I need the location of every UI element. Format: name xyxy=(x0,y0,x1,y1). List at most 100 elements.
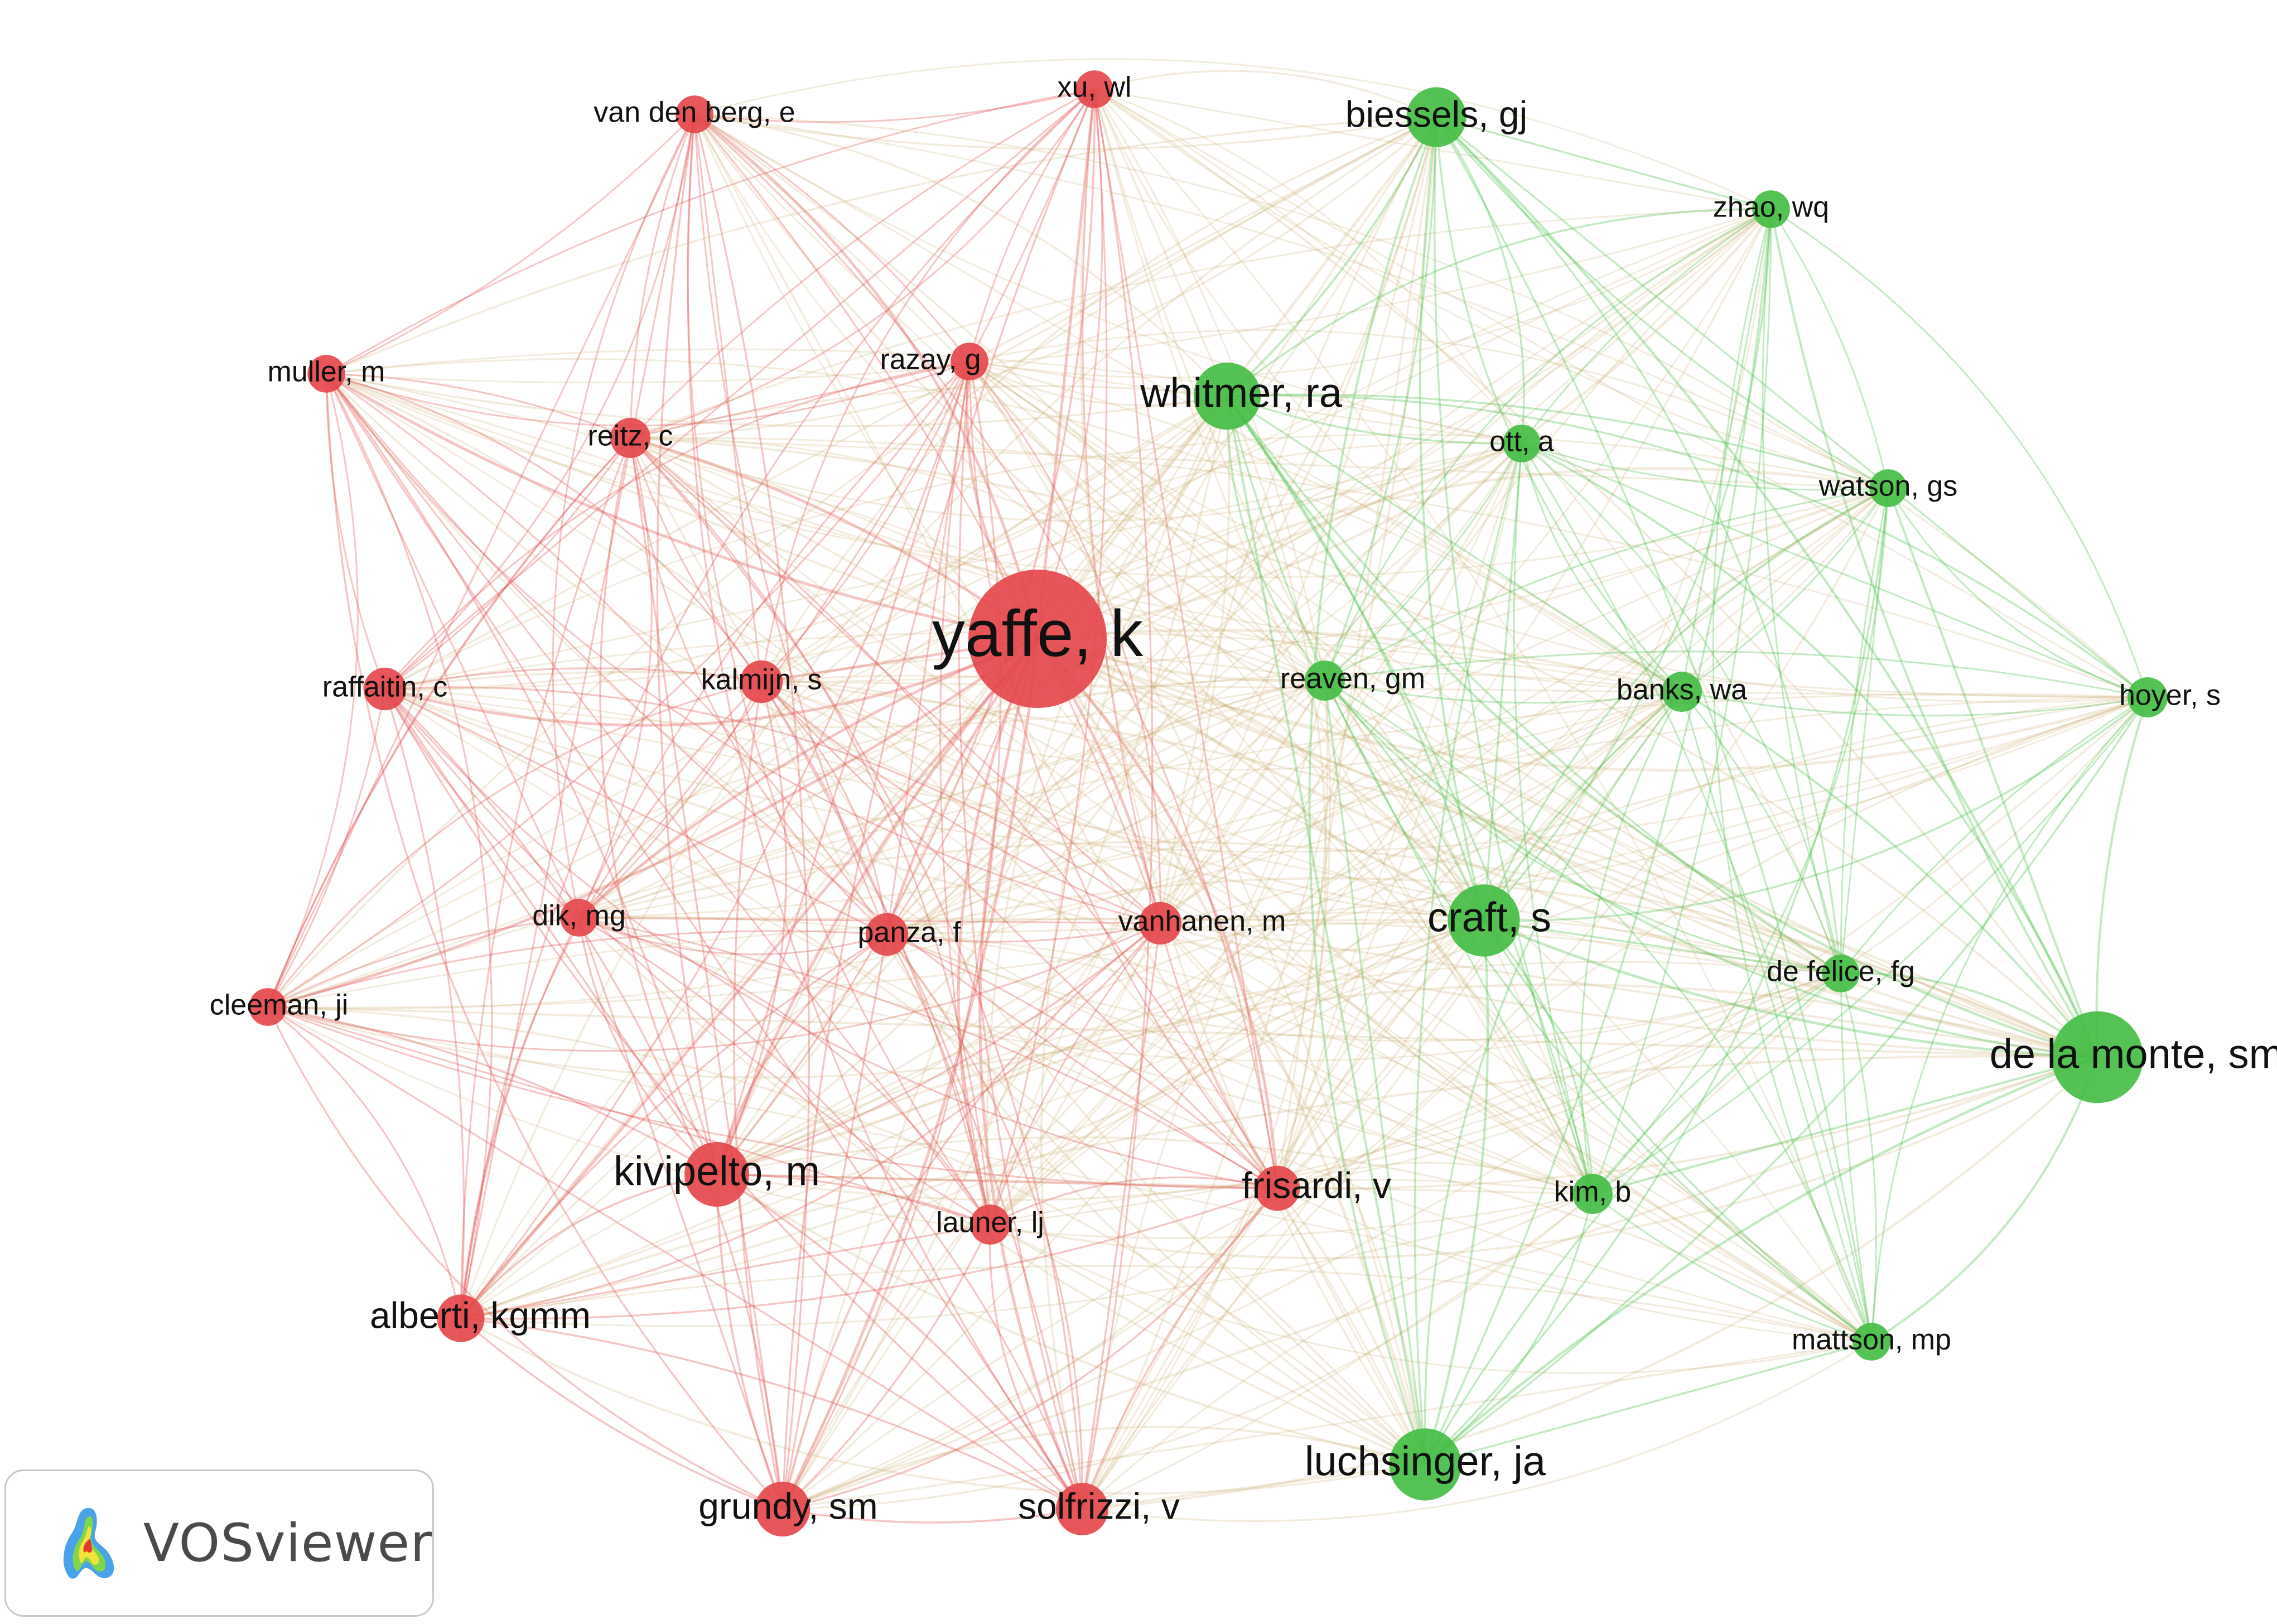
network-edge xyxy=(267,361,971,1008)
node-craft[interactable] xyxy=(1448,884,1520,957)
network-edge xyxy=(1277,1056,2098,1190)
network-edge xyxy=(990,1176,1278,1226)
network-edge xyxy=(1521,443,1682,693)
network-edge xyxy=(760,681,1279,1189)
network-edge xyxy=(578,917,1593,1195)
node-grundy[interactable] xyxy=(755,1481,811,1537)
node-whitmer[interactable] xyxy=(1193,362,1261,430)
network-edge xyxy=(694,113,1228,397)
node-label-reitz: reitz, c xyxy=(587,420,673,452)
network-edge xyxy=(599,437,718,1175)
network-edge xyxy=(384,671,1484,922)
network-edge xyxy=(978,638,1084,1510)
network-edge xyxy=(325,373,580,918)
network-edge xyxy=(1040,396,1228,1510)
node-panza[interactable] xyxy=(865,913,909,956)
network-edge xyxy=(656,114,718,1175)
node-razay[interactable] xyxy=(951,343,988,380)
network-edge xyxy=(384,442,1522,690)
network-edge xyxy=(716,691,1683,1175)
network-edge xyxy=(326,348,1522,445)
network-edge xyxy=(1081,117,1437,1510)
network-edge xyxy=(578,208,1772,919)
node-kim[interactable] xyxy=(1572,1174,1613,1214)
network-edge xyxy=(761,681,2148,698)
network-edge xyxy=(1681,691,1873,1342)
network-edge xyxy=(1226,396,1327,1189)
network-edge xyxy=(1770,209,2098,1058)
node-muller[interactable] xyxy=(307,355,345,393)
network-edge xyxy=(1435,117,1873,1342)
network-edge xyxy=(1324,680,1682,704)
network-edge xyxy=(1840,973,1878,1342)
network-edge xyxy=(460,933,887,1319)
node-vandenberg[interactable] xyxy=(676,95,713,133)
network-edge xyxy=(782,1425,1426,1510)
network-edge xyxy=(326,373,2098,1058)
network-edge xyxy=(629,437,1083,1510)
node-reaven[interactable] xyxy=(1305,661,1345,701)
network-edge xyxy=(267,688,386,1008)
network-edge xyxy=(1037,637,1485,922)
network-edge xyxy=(1081,443,1523,1510)
network-edge xyxy=(1324,680,1426,1465)
network-edge xyxy=(1093,89,1594,1194)
node-solfrizzi[interactable] xyxy=(1056,1483,1108,1535)
network-edge xyxy=(781,209,1772,1510)
vosviewer-logo-icon xyxy=(63,1507,114,1579)
network-edge xyxy=(716,681,788,1175)
network-edge xyxy=(1424,691,1683,1465)
network-edge xyxy=(693,113,1485,922)
network-edge xyxy=(325,373,1278,1189)
network-edge xyxy=(326,373,763,682)
network-edge xyxy=(326,373,888,935)
node-label-watson: watson, gs xyxy=(1818,470,1958,503)
node-kivipelto[interactable] xyxy=(684,1142,749,1207)
node-launer[interactable] xyxy=(970,1204,1010,1245)
node-delamonte[interactable] xyxy=(2051,1011,2144,1103)
network-edge xyxy=(693,114,810,1510)
node-yaffe[interactable] xyxy=(968,570,1107,708)
network-edge xyxy=(1483,691,1683,921)
network-edge xyxy=(781,638,1039,1510)
node-xu[interactable] xyxy=(1075,70,1113,108)
node-luchsinger[interactable] xyxy=(1389,1428,1461,1501)
node-biessels[interactable] xyxy=(1406,87,1466,147)
node-vanhanen[interactable] xyxy=(1138,902,1182,945)
node-mattson[interactable] xyxy=(1853,1323,1890,1361)
node-reitz[interactable] xyxy=(610,418,650,458)
network-edge xyxy=(1425,1341,1872,1466)
node-alberti[interactable] xyxy=(437,1294,485,1342)
node-ott[interactable] xyxy=(1503,425,1541,462)
network-edge xyxy=(886,691,1682,936)
network-edge xyxy=(326,208,1772,384)
network-edge xyxy=(578,681,763,919)
network-edge xyxy=(460,116,1437,1319)
node-label-razay: razay, g xyxy=(880,344,981,376)
network-edge xyxy=(1276,680,1331,1189)
network-edge xyxy=(460,114,696,1319)
network-edge xyxy=(578,841,2098,1058)
network-edge xyxy=(325,373,718,1175)
network-edge xyxy=(1840,696,2148,974)
node-raffaitin[interactable] xyxy=(363,667,407,711)
node-hoyer[interactable] xyxy=(2128,677,2168,717)
node-kalmijn[interactable] xyxy=(740,660,783,703)
network-edge xyxy=(325,373,991,1225)
node-frisardi[interactable] xyxy=(1255,1165,1300,1211)
network-edge xyxy=(1082,89,1161,924)
network-edge xyxy=(1226,396,1427,1465)
network-edge xyxy=(460,442,1522,1319)
node-watson[interactable] xyxy=(1869,469,1907,507)
node-zhao[interactable] xyxy=(1752,190,1790,228)
network-edge xyxy=(716,117,1437,1175)
node-label-zhao: zhao, wq xyxy=(1713,191,1829,224)
network-edge xyxy=(267,1006,1872,1343)
network-edge xyxy=(1226,395,1485,921)
node-cleeman[interactable] xyxy=(249,988,287,1026)
node-banks[interactable] xyxy=(1662,672,1702,712)
node-dik[interactable] xyxy=(560,899,598,937)
network-edge xyxy=(267,1006,1593,1239)
node-defelice[interactable] xyxy=(1822,955,1860,992)
network-edge xyxy=(958,361,1083,1510)
